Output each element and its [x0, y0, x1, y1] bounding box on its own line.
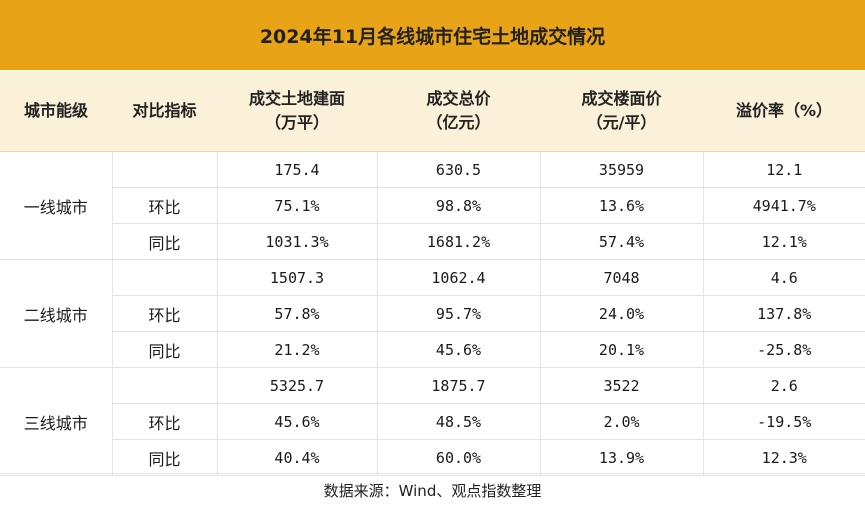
area-cell: 1507.3: [217, 259, 378, 296]
header-premium: 溢价率（%）: [735, 101, 833, 120]
table-row: 二线城市 1507.3 1062.4 7048 4.6: [0, 259, 865, 368]
header-area: 成交土地建面 （万平）: [217, 71, 377, 151]
premium-cell: 4.6: [703, 259, 865, 296]
city-tier-2: 二线城市: [0, 259, 113, 368]
premium-cell: 12.1%: [703, 223, 865, 260]
floor-price-cell: 7048: [540, 259, 704, 296]
total-cell: 1062.4: [377, 259, 541, 296]
premium-cell: 137.8%: [703, 295, 865, 332]
metric-cell: [112, 152, 218, 188]
metric-cell: 同比: [112, 331, 218, 368]
total-cell: 95.7%: [377, 295, 541, 332]
source-note: 数据来源：Wind、观点指数整理: [0, 473, 865, 506]
floor-price-cell: 57.4%: [540, 223, 704, 260]
header-floor-price-line1: 成交楼面价: [581, 89, 662, 108]
total-cell: 48.5%: [377, 403, 541, 440]
area-cell: 45.6%: [217, 403, 378, 440]
total-cell: 1875.7: [377, 367, 541, 404]
metric-cell: 同比: [112, 439, 218, 476]
premium-cell: 4941.7%: [703, 187, 865, 224]
premium-cell: 12.1: [703, 152, 865, 188]
total-cell: 98.8%: [377, 187, 541, 224]
floor-price-cell: 24.0%: [540, 295, 704, 332]
header-area-line2: （万平）: [264, 113, 329, 132]
floor-price-cell: 20.1%: [540, 331, 704, 368]
area-cell: 1031.3%: [217, 223, 378, 260]
area-cell: 75.1%: [217, 187, 378, 224]
area-cell: 5325.7: [217, 367, 378, 404]
header-floor-price: 成交楼面价 （元/平）: [540, 71, 703, 151]
premium-cell: 12.3%: [703, 439, 865, 476]
metric-cell: 环比: [112, 403, 218, 440]
total-cell: 630.5: [377, 152, 541, 188]
total-cell: 60.0%: [377, 439, 541, 476]
header-floor-price-line2: （元/平）: [586, 113, 657, 132]
header-indicator: 对比指标: [132, 101, 197, 120]
header-city-level: 城市能级: [23, 101, 88, 120]
table-row: 环比 57.8% 95.7% 24.0% 137.8%: [0, 295, 865, 332]
metric-cell: [112, 367, 218, 404]
table-header: 城市能级 对比指标 成交土地建面 （万平） 成交总价 （亿元） 成交楼面价 （元…: [0, 71, 865, 152]
metric-cell: 环比: [112, 295, 218, 332]
table-row: 同比 21.2% 45.6% 20.1% -25.8%: [0, 331, 865, 368]
floor-price-cell: 13.9%: [540, 439, 704, 476]
premium-cell: -19.5%: [703, 403, 865, 440]
metric-cell: [112, 259, 218, 296]
header-total-line1: 成交总价: [426, 89, 491, 108]
metric-cell: 环比: [112, 187, 218, 224]
area-cell: 175.4: [217, 152, 378, 188]
table-row: 同比 40.4% 60.0% 13.9% 12.3%: [0, 439, 865, 476]
total-cell: 45.6%: [377, 331, 541, 368]
metric-cell: 同比: [112, 223, 218, 260]
header-total-line2: （亿元）: [426, 113, 491, 132]
total-cell: 1681.2%: [377, 223, 541, 260]
premium-cell: -25.8%: [703, 331, 865, 368]
table-row: 同比 1031.3% 1681.2% 57.4% 12.1%: [0, 223, 865, 260]
floor-price-cell: 3522: [540, 367, 704, 404]
city-tier-3: 三线城市: [0, 367, 113, 476]
floor-price-cell: 13.6%: [540, 187, 704, 224]
table-row: 环比 75.1% 98.8% 13.6% 4941.7%: [0, 187, 865, 224]
header-area-line1: 成交土地建面: [248, 89, 345, 108]
floor-price-cell: 2.0%: [540, 403, 704, 440]
premium-cell: 2.6: [703, 367, 865, 404]
city-tier-1: 一线城市: [0, 152, 113, 260]
floor-price-cell: 35959: [540, 152, 704, 188]
table-row: 三线城市 5325.7 1875.7 3522 2.6: [0, 367, 865, 476]
area-cell: 57.8%: [217, 295, 378, 332]
table-title: 2024年11月各线城市住宅土地成交情况: [0, 0, 865, 70]
table-row: 环比 45.6% 48.5% 2.0% -19.5%: [0, 403, 865, 440]
table-row: 一线城市 175.4 630.5 35959 12.1: [0, 152, 865, 260]
area-cell: 21.2%: [217, 331, 378, 368]
area-cell: 40.4%: [217, 439, 378, 476]
header-total: 成交总价 （亿元）: [377, 71, 540, 151]
data-table: 一线城市 175.4 630.5 35959 12.1 环比 75.1% 98.…: [0, 152, 865, 476]
